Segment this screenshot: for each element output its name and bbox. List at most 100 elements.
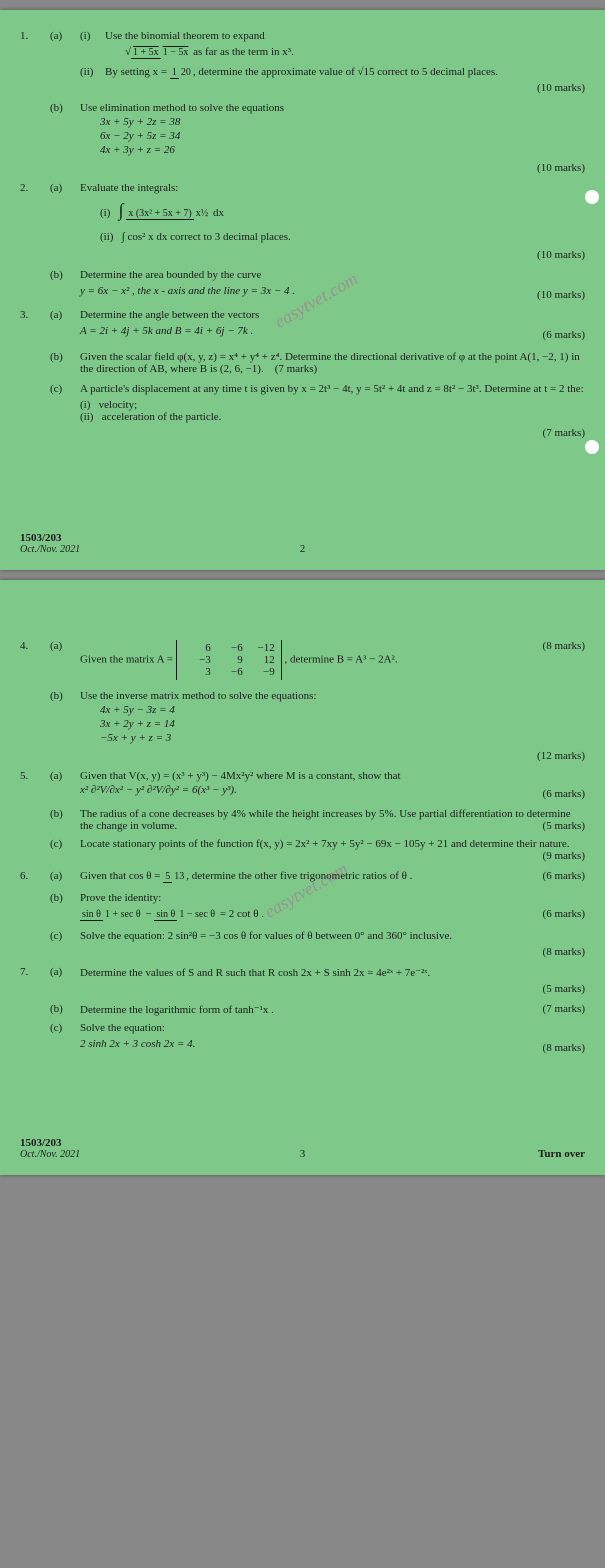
text: acceleration of the particle. xyxy=(102,411,222,423)
question-text: Locate stationary points of the function… xyxy=(80,838,585,862)
marks-inline: (8 marks) xyxy=(543,640,585,652)
text: Given the matrix A = xyxy=(80,654,176,666)
question-text: The radius of a cone decreases by 4% whi… xyxy=(80,808,585,832)
marks-inline: (7 marks) xyxy=(275,363,317,375)
text: velocity; xyxy=(99,399,138,411)
numerator: sin θ xyxy=(154,909,177,921)
q1-b: (b) Use elimination method to solve the … xyxy=(20,102,585,158)
equation: 2 sinh 2x + 3 cosh 2x = 4. xyxy=(80,1038,585,1050)
q3-c: (c) A particle's displacement at any tim… xyxy=(20,383,585,423)
matrix-cell: −12 xyxy=(245,642,277,654)
text: A particle's displacement at any time t … xyxy=(80,383,584,395)
text: , determine the approximate value of √15… xyxy=(193,66,498,78)
part-label: (a) xyxy=(50,770,80,798)
marks: (10 marks) xyxy=(20,82,585,94)
part-label: (b) xyxy=(50,351,80,375)
question-text: Evaluate the integrals: (i) ∫ x (3x² + 5… xyxy=(80,182,585,245)
equation: 3x + 2y + z = 14 xyxy=(100,718,585,730)
question-text: Determine the angle between the vectors … xyxy=(80,309,585,339)
question-text: Use the inverse matrix method to solve t… xyxy=(80,690,585,746)
marks: (10 marks) xyxy=(20,249,585,261)
fraction: 120 xyxy=(170,67,193,78)
exam-date: Oct./Nov. 2021 xyxy=(20,544,80,555)
question-text: Use elimination method to solve the equa… xyxy=(80,102,585,158)
q6-a: 6. (a) Given that cos θ = 513, determine… xyxy=(20,870,585,882)
matrix-cell: −6 xyxy=(213,642,245,654)
numerator: x (3x² + 5x + 7) xyxy=(126,208,193,220)
question-text: Use the binomial theorem to expand √1 + … xyxy=(105,30,585,62)
equation: y = 6x − x² , the x - axis and the line … xyxy=(80,285,585,297)
hole-punch xyxy=(585,440,599,454)
fraction: 1 + 5x1 − 5x xyxy=(131,47,190,58)
equation: A = 2i + 4j + 5k and B = 4i + 6j − 7k . xyxy=(80,325,585,337)
part-label: (c) xyxy=(50,838,80,862)
question-text: Solve the equation: 2 sin²θ = −3 cos θ f… xyxy=(80,930,585,942)
numerator: 1 + 5x xyxy=(131,47,161,59)
fraction: 513 xyxy=(163,871,186,882)
q4-a: 4. (a) Given the matrix A = 6−6−12 −3912 3… xyxy=(20,640,585,680)
text: Evaluate the integrals: xyxy=(80,182,178,194)
matrix-cell: −3 xyxy=(181,654,213,666)
text: Determine the angle between the vectors xyxy=(80,309,259,321)
page-footer: 1503/203 Oct./Nov. 2021 3 Turn over xyxy=(20,1137,585,1160)
question-number: 2. xyxy=(20,182,50,245)
q5-b: (b) The radius of a cone decreases by 4%… xyxy=(20,808,585,832)
subpart-label: (i) xyxy=(80,30,105,62)
numerator: 5 xyxy=(163,871,172,883)
text: , determine B = A³ − 2A². xyxy=(284,654,397,666)
part-label: (a) xyxy=(50,309,80,339)
text: Use the inverse matrix method to solve t… xyxy=(80,690,316,702)
part-label: (a) xyxy=(50,640,80,680)
q6-c: (c) Solve the equation: 2 sin²θ = −3 cos… xyxy=(20,930,585,942)
marks-inline: (7 marks) xyxy=(543,1003,585,1015)
q2-a: 2. (a) Evaluate the integrals: (i) ∫ x (… xyxy=(20,182,585,245)
question-text: Determine the values of S and R such tha… xyxy=(80,966,585,979)
fraction: sin θ1 − sec θ xyxy=(154,909,217,920)
text: Prove the identity: xyxy=(80,892,161,904)
question-number: 6. xyxy=(20,870,50,882)
q3-a: 3. (a) Determine the angle between the v… xyxy=(20,309,585,339)
fraction: sin θ1 + sec θ xyxy=(80,909,143,920)
text: Use the binomial theorem to expand xyxy=(105,30,265,42)
denominator: 1 − 5x xyxy=(161,47,191,58)
text: Locate stationary points of the function… xyxy=(80,838,570,850)
text: Determine the logarithmic form of tanh⁻¹… xyxy=(80,1004,274,1016)
q1-a-i: 1. (a) (i) Use the binomial theorem to e… xyxy=(20,30,585,62)
text: Determine the area bounded by the curve xyxy=(80,269,261,281)
page-footer: 1503/203 Oct./Nov. 2021 2 xyxy=(20,532,585,555)
matrix-cell: 3 xyxy=(181,666,213,678)
part-label: (c) xyxy=(50,383,80,423)
exam-page-1: easytvet.com 1. (a) (i) Use the binomial… xyxy=(0,10,605,570)
page-number: 3 xyxy=(300,1148,306,1160)
text: dx xyxy=(213,207,224,219)
q6-b: (b) Prove the identity: sin θ1 + sec θ −… xyxy=(20,892,585,920)
marks: (5 marks) xyxy=(20,983,585,995)
marks-inline: (6 marks) xyxy=(543,870,585,882)
question-text: Given the matrix A = 6−6−12−39123−6−9 , … xyxy=(80,640,585,680)
question-text: Given that V(x, y) = (x³ + y³) − 4Mx²y² … xyxy=(80,770,585,798)
denominator: 1 − sec θ xyxy=(177,909,217,920)
q3-b: (b) Given the scalar field φ(x, y, z) = … xyxy=(20,351,585,375)
q1-a-ii: (ii) By setting x = 120, determine the a… xyxy=(20,66,585,78)
subpart-label: (ii) xyxy=(80,66,105,78)
question-text: Given the scalar field φ(x, y, z) = x⁴ +… xyxy=(80,351,585,375)
marks: (10 marks) xyxy=(20,162,585,174)
matrix-cell: 6 xyxy=(181,642,213,654)
part-label: (c) xyxy=(50,1022,80,1052)
q7-c: (c) Solve the equation: 2 sinh 2x + 3 co… xyxy=(20,1022,585,1052)
marks-inline: (5 marks) xyxy=(543,820,585,832)
matrix-cell: 9 xyxy=(213,654,245,666)
text: Solve the equation: xyxy=(80,1022,165,1034)
question-text: By setting x = 120, determine the approx… xyxy=(105,66,585,78)
equation: 4x + 5y − 3z = 4 xyxy=(100,704,585,716)
text: Use elimination method to solve the equa… xyxy=(80,102,284,114)
text: ∫ cos² x dx correct to 3 decimal places. xyxy=(122,231,291,243)
q7-b: (b) Determine the logarithmic form of ta… xyxy=(20,1003,585,1016)
question-number: 4. xyxy=(20,640,50,680)
text: as far as the term in x³. xyxy=(193,46,294,58)
matrix-cell: 12 xyxy=(245,654,277,666)
text: = 2 cot θ . xyxy=(220,908,264,920)
text: Given that cos θ = xyxy=(80,870,163,882)
turn-over: Turn over xyxy=(538,1148,585,1160)
text: By setting x = xyxy=(105,66,170,78)
